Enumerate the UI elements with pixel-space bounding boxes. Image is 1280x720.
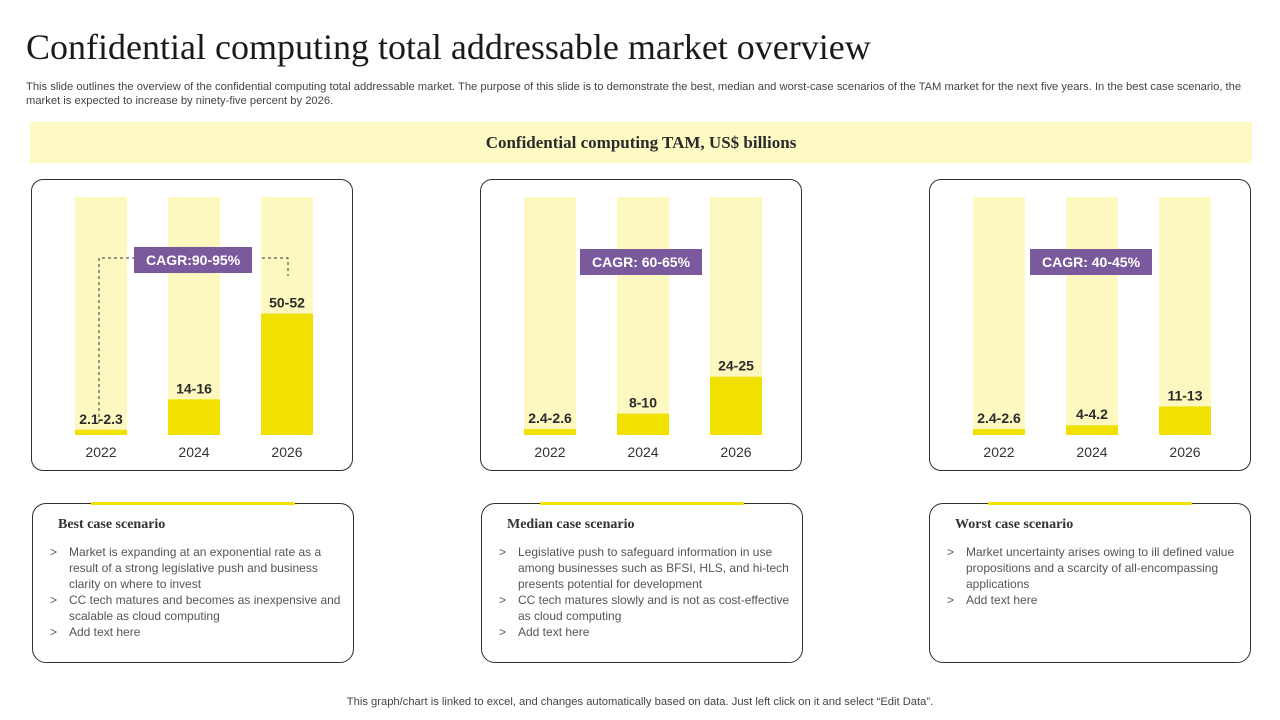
median-case-bullet-list: > Legislative push to safeguard informati… — [499, 544, 791, 640]
worst-case-value-label-2024: 4-4.2 — [1076, 406, 1108, 422]
median-case-value-label-2026: 24-25 — [718, 358, 754, 374]
median-case-bar-2022[interactable] — [524, 429, 576, 435]
median-case-x-tick-2026: 2026 — [720, 444, 751, 460]
best-case-cagr-badge: CAGR:90-95% — [134, 247, 253, 273]
best-case-cagr-connector — [98, 257, 289, 423]
best-case-bar-2026[interactable] — [261, 313, 313, 435]
chevron-right-icon: > — [947, 593, 955, 607]
worst-case-value-label-2022: 2.4-2.6 — [977, 410, 1021, 426]
best-case-chart-panel[interactable]: 2.1-2.3 2022 14-16 2024 50-52 2026 CAGR:90-95… — [31, 179, 353, 471]
best-case-bar-track-2022 — [75, 197, 127, 435]
page-title: Confidential computing total addressable… — [26, 27, 871, 67]
best-case-bar-2022[interactable] — [75, 429, 127, 435]
worst-case-bar-track-2026 — [1159, 197, 1211, 435]
median-case-value-label-2022: 2.4-2.6 — [528, 410, 572, 426]
best-case-bar-track-2024 — [168, 197, 220, 435]
median-case-bar-2026[interactable] — [710, 376, 762, 435]
worst-case-description: Worst case scenario > Market uncertainty … — [929, 502, 1251, 663]
worst-case-accent-line — [988, 502, 1192, 505]
median-case-title: Median case scenario — [507, 517, 635, 532]
worst-case-bar-2022[interactable] — [973, 429, 1025, 435]
worst-case-cagr-badge: CAGR: 40-45% — [1030, 249, 1153, 275]
median-case-bullet-item: > Legislative push to safeguard informati… — [499, 544, 791, 592]
median-case-bullet-text: CC tech matures slowly and is not as cos… — [518, 593, 790, 623]
best-case-x-tick-2024: 2024 — [178, 444, 209, 460]
worst-case-x-tick-2022: 2022 — [983, 444, 1014, 460]
best-case-bullet-item: > Market is expanding at an exponential r… — [50, 544, 342, 592]
best-case-bullet-item: > CC tech matures and becomes as inexpens… — [50, 592, 342, 624]
median-case-description: Median case scenario > Legislative push t… — [481, 502, 803, 663]
best-case-bullet-text: CC tech matures and becomes as inexpensi… — [69, 593, 341, 623]
median-case-chart-panel[interactable]: 2.4-2.6 2022 8-10 2024 24-25 2026 CAGR: 60-65… — [480, 179, 802, 471]
best-case-bullet-text: Add text here — [69, 625, 141, 639]
chevron-right-icon: > — [499, 593, 507, 607]
worst-case-value-label-2026: 11-13 — [1167, 387, 1202, 403]
chevron-right-icon: > — [947, 545, 955, 559]
best-case-x-tick-2022: 2022 — [85, 444, 116, 460]
best-case-chart: 2.1-2.3 2022 14-16 2024 50-52 2026 — [75, 197, 313, 460]
worst-case-title: Worst case scenario — [955, 517, 1074, 532]
chevron-right-icon: > — [50, 625, 58, 639]
chevron-right-icon: > — [499, 625, 507, 639]
median-case-x-tick-2024: 2024 — [627, 444, 658, 460]
worst-case-bullet-item: > Add text here — [947, 592, 1239, 608]
worst-case-chart: 2.4-2.6 2022 4-4.2 2024 11-13 2026 — [973, 197, 1211, 460]
chevron-right-icon: > — [50, 545, 58, 559]
best-case-bullet-list: > Market is expanding at an exponential r… — [50, 544, 342, 640]
best-case-value-label-2022: 2.1-2.3 — [79, 411, 123, 427]
worst-case-bar-2024[interactable] — [1066, 425, 1118, 435]
median-case-bullet-item: > CC tech matures slowly and is not as co… — [499, 592, 791, 624]
worst-case-bullet-item: > Market uncertainty arises owing to ill … — [947, 544, 1239, 592]
best-case-x-tick-2026: 2026 — [271, 444, 302, 460]
worst-case-x-tick-2026: 2026 — [1169, 444, 1200, 460]
best-case-accent-line — [91, 502, 295, 505]
median-case-bullet-text: Add text here — [518, 625, 590, 639]
median-case-bar-track-2022 — [524, 197, 576, 435]
worst-case-bullet-text: Market uncertainty arises owing to ill d… — [966, 545, 1235, 591]
worst-case-bar-2026[interactable] — [1159, 406, 1211, 435]
median-case-cagr-badge: CAGR: 60-65% — [580, 249, 703, 275]
worst-case-x-tick-2024: 2024 — [1076, 444, 1107, 460]
median-case-chart: 2.4-2.6 2022 8-10 2024 24-25 2026 — [524, 197, 762, 460]
median-case-bar-track-2024 — [617, 197, 669, 435]
worst-case-bar-track-2022 — [973, 197, 1025, 435]
best-case-bar-2024[interactable] — [168, 399, 220, 435]
median-case-bullet-text: Legislative push to safeguard informatio… — [518, 545, 789, 591]
chevron-right-icon: > — [50, 593, 58, 607]
chart-header-title: Confidential computing TAM, US$ billions — [485, 132, 797, 152]
footer-note: This graph/chart is linked to excel, and… — [346, 696, 934, 708]
chevron-right-icon: > — [499, 545, 507, 559]
best-case-description: Best case scenario > Market is expanding … — [32, 502, 354, 663]
page-subtitle: This slide outlines the overview of the … — [26, 81, 1242, 107]
median-case-x-tick-2022: 2022 — [534, 444, 565, 460]
best-case-bullet-text: Market is expanding at an exponential ra… — [69, 545, 322, 591]
worst-case-chart-panel[interactable]: 2.4-2.6 2022 4-4.2 2024 11-13 2026 CAGR: 40-4… — [929, 179, 1251, 471]
worst-case-bullet-text: Add text here — [966, 593, 1038, 607]
median-case-bar-2024[interactable] — [617, 413, 669, 435]
worst-case-bar-track-2024 — [1066, 197, 1118, 435]
best-case-bullet-item: > Add text here — [50, 624, 342, 640]
best-case-value-label-2026: 50-52 — [269, 295, 305, 311]
best-case-value-label-2024: 14-16 — [176, 380, 212, 396]
best-case-title: Best case scenario — [58, 517, 166, 532]
median-case-bullet-item: > Add text here — [499, 624, 791, 640]
median-case-value-label-2024: 8-10 — [629, 395, 657, 411]
median-case-accent-line — [540, 502, 744, 505]
worst-case-bullet-list: > Market uncertainty arises owing to ill … — [947, 544, 1239, 608]
chart-header-band: Confidential computing TAM, US$ billions — [30, 122, 1252, 163]
